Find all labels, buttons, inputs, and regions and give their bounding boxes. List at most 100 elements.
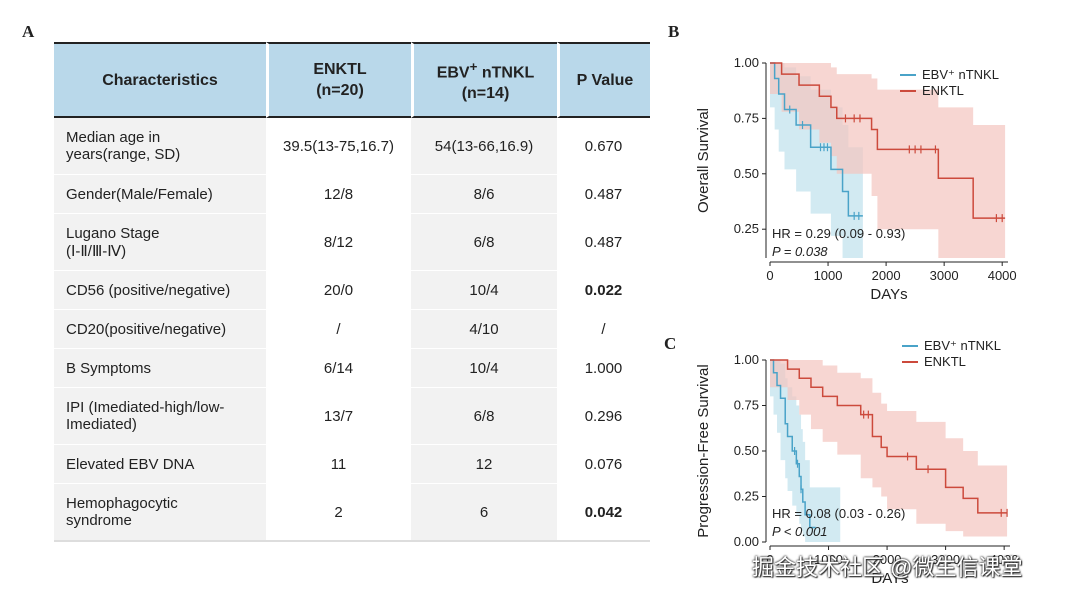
table-row: Elevated EBV DNA 11 12 0.076 [54, 445, 650, 484]
header-ebv-prefix: EBV [436, 64, 470, 82]
y-tick-label: 0.50 [734, 443, 759, 458]
cell-ebv: 4/10 [411, 310, 557, 349]
cell-enktl: 12/8 [266, 175, 411, 214]
table-row: Lugano Stage (Ⅰ-Ⅱ/Ⅲ-Ⅳ) 8/12 6/8 0.487 [54, 214, 650, 271]
cell-pvalue: 0.487 [557, 214, 650, 271]
row-label: B Symptoms [54, 349, 266, 388]
legend-label-enktl: ENKTL [922, 83, 964, 98]
cell-enktl: 2 [266, 484, 411, 542]
x-tick-label: 2000 [873, 552, 902, 567]
cell-pvalue: 0.022 [557, 271, 650, 310]
cell-pvalue: 0.670 [557, 118, 650, 175]
row-label-line2: Imediated) [66, 416, 137, 433]
cell-enktl: 39.5(13-75,16.7) [266, 118, 411, 175]
progression-free-survival-chart: 0.00 0.25 0.50 0.75 1.00 0 1000 2000 3000 4000 DAY… [695, 338, 1019, 587]
table-row: IPI (Imediated-high/low- Imediated) 13/7 … [54, 388, 650, 445]
x-tick-label: 1000 [814, 552, 843, 567]
row-label-line1: Lugano Stage [66, 224, 160, 242]
row-label-line2: (Ⅰ-Ⅱ/Ⅲ-Ⅳ) [66, 242, 127, 260]
survival-line-enktl [770, 359, 1008, 514]
table-row: B Symptoms 6/14 10/4 1.000 [54, 349, 650, 388]
cell-pvalue: / [557, 310, 650, 349]
header-enktl-label: ENKTL [313, 61, 367, 78]
row-label-line1: Hemophagocytic [66, 495, 178, 512]
x-axis-label: DAYs [870, 286, 907, 303]
row-label-line1: Median age in [66, 129, 161, 146]
survival-line-ebv [770, 62, 863, 217]
watermark: 掘金技术社区 @微生信课堂 [752, 550, 1022, 582]
p-value-text: P = 0.038 [772, 244, 828, 259]
row-label: Median age in years(range, SD) [54, 118, 266, 175]
cell-ebv: 6/8 [411, 388, 557, 445]
cell-enktl: 20/0 [266, 271, 411, 310]
header-ebv-suffix: nTNKL [477, 64, 535, 82]
cell-pvalue: 0.296 [557, 388, 650, 445]
row-label: Hemophagocytic syndrome [54, 484, 266, 542]
cell-enktl: / [266, 310, 411, 349]
table-row: Gender(Male/Female) 12/8 8/6 0.487 [54, 175, 650, 214]
cell-enktl: 6/14 [266, 349, 411, 388]
cell-enktl: 8/12 [266, 214, 411, 271]
hazard-ratio-text: HR = 0.08 (0.03 - 0.26) [772, 506, 905, 521]
ci-band-ebv [770, 360, 841, 542]
overall-survival-chart: 0.25 0.50 0.75 1.00 0 1000 2000 3000 4000 DAYs Ove… [695, 55, 1017, 303]
y-tick-label: 0.75 [734, 398, 759, 413]
cell-pvalue: 1.000 [557, 349, 650, 388]
legend-label-ebv: EBV⁺ nTNKL [924, 338, 1001, 353]
p-value-text: P < 0.001 [772, 524, 828, 539]
table-row: Median age in years(range, SD) 39.5(13-75… [54, 118, 650, 175]
watermark-at: @ [884, 555, 913, 580]
row-label: Gender(Male/Female) [54, 175, 266, 214]
y-tick-label: 0.00 [734, 534, 759, 549]
cell-ebv: 54(13-66,16.9) [411, 118, 557, 175]
header-ebv-n: (n=14) [461, 85, 510, 103]
x-tick-label: 2000 [872, 268, 901, 283]
y-tick-label: 1.00 [734, 55, 759, 70]
y-tick-label: 0.25 [734, 489, 759, 504]
cell-ebv: 6/8 [411, 214, 557, 271]
row-label-line2: years(range, SD) [66, 146, 181, 163]
cell-ebv: 10/4 [411, 271, 557, 310]
y-axis-label: Overall Survival [695, 108, 712, 213]
table-row: CD56 (positive/negative) 20/0 10/4 0.022 [54, 271, 650, 310]
cell-ebv: 6 [411, 484, 557, 542]
panel-label-b: B [668, 22, 680, 41]
cell-enktl: 11 [266, 445, 411, 484]
watermark-author: 微生信课堂 [912, 555, 1023, 580]
row-label-line2: syndrome [66, 512, 132, 529]
x-tick-label: 3000 [931, 552, 960, 567]
ci-band-enktl [770, 63, 1006, 258]
cell-pvalue: 0.042 [557, 484, 650, 542]
panel-label-c: C [664, 334, 677, 353]
row-label: CD20(positive/negative) [54, 310, 266, 349]
watermark-site: 掘金技术社区 [752, 555, 885, 580]
cell-ebv: 8/6 [411, 175, 557, 214]
table-header-row: Characteristics ENKTL (n=20) EBV+ nTNKL … [54, 42, 650, 118]
header-ebv-sup: + [469, 58, 478, 74]
legend-label-ebv: EBV⁺ nTNKL [922, 67, 999, 82]
row-label-line1: IPI (Imediated-high/low- [66, 399, 225, 416]
x-tick-label: 4000 [988, 268, 1017, 283]
cell-ebv: 12 [411, 445, 557, 484]
ci-band-enktl [770, 360, 1008, 537]
cell-pvalue: 0.076 [557, 445, 650, 484]
table-row: CD20(positive/negative) / 4/10 / [54, 310, 650, 349]
survival-line-enktl [770, 62, 1006, 219]
x-tick-label: 0 [766, 268, 773, 283]
legend-label-enktl: ENKTL [924, 354, 966, 369]
y-tick-label: 0.50 [734, 166, 759, 181]
cell-enktl: 13/7 [266, 388, 411, 445]
y-axis-label: Progression-Free Survival [695, 364, 712, 537]
x-tick-label: 1000 [814, 268, 843, 283]
header-characteristics: Characteristics [54, 42, 266, 118]
x-tick-label: 0 [766, 552, 773, 567]
characteristics-table: Characteristics ENKTL (n=20) EBV+ nTNKL … [54, 42, 650, 542]
header-enktl: ENKTL (n=20) [266, 42, 411, 118]
x-tick-label: 3000 [930, 268, 959, 283]
header-ebv: EBV+ nTNKL (n=14) [411, 42, 557, 118]
row-label: Lugano Stage (Ⅰ-Ⅱ/Ⅲ-Ⅳ) [54, 214, 266, 271]
x-axis-label: DAYs [871, 570, 908, 587]
cell-pvalue: 0.487 [557, 175, 650, 214]
row-label: IPI (Imediated-high/low- Imediated) [54, 388, 266, 445]
row-label: Elevated EBV DNA [54, 445, 266, 484]
